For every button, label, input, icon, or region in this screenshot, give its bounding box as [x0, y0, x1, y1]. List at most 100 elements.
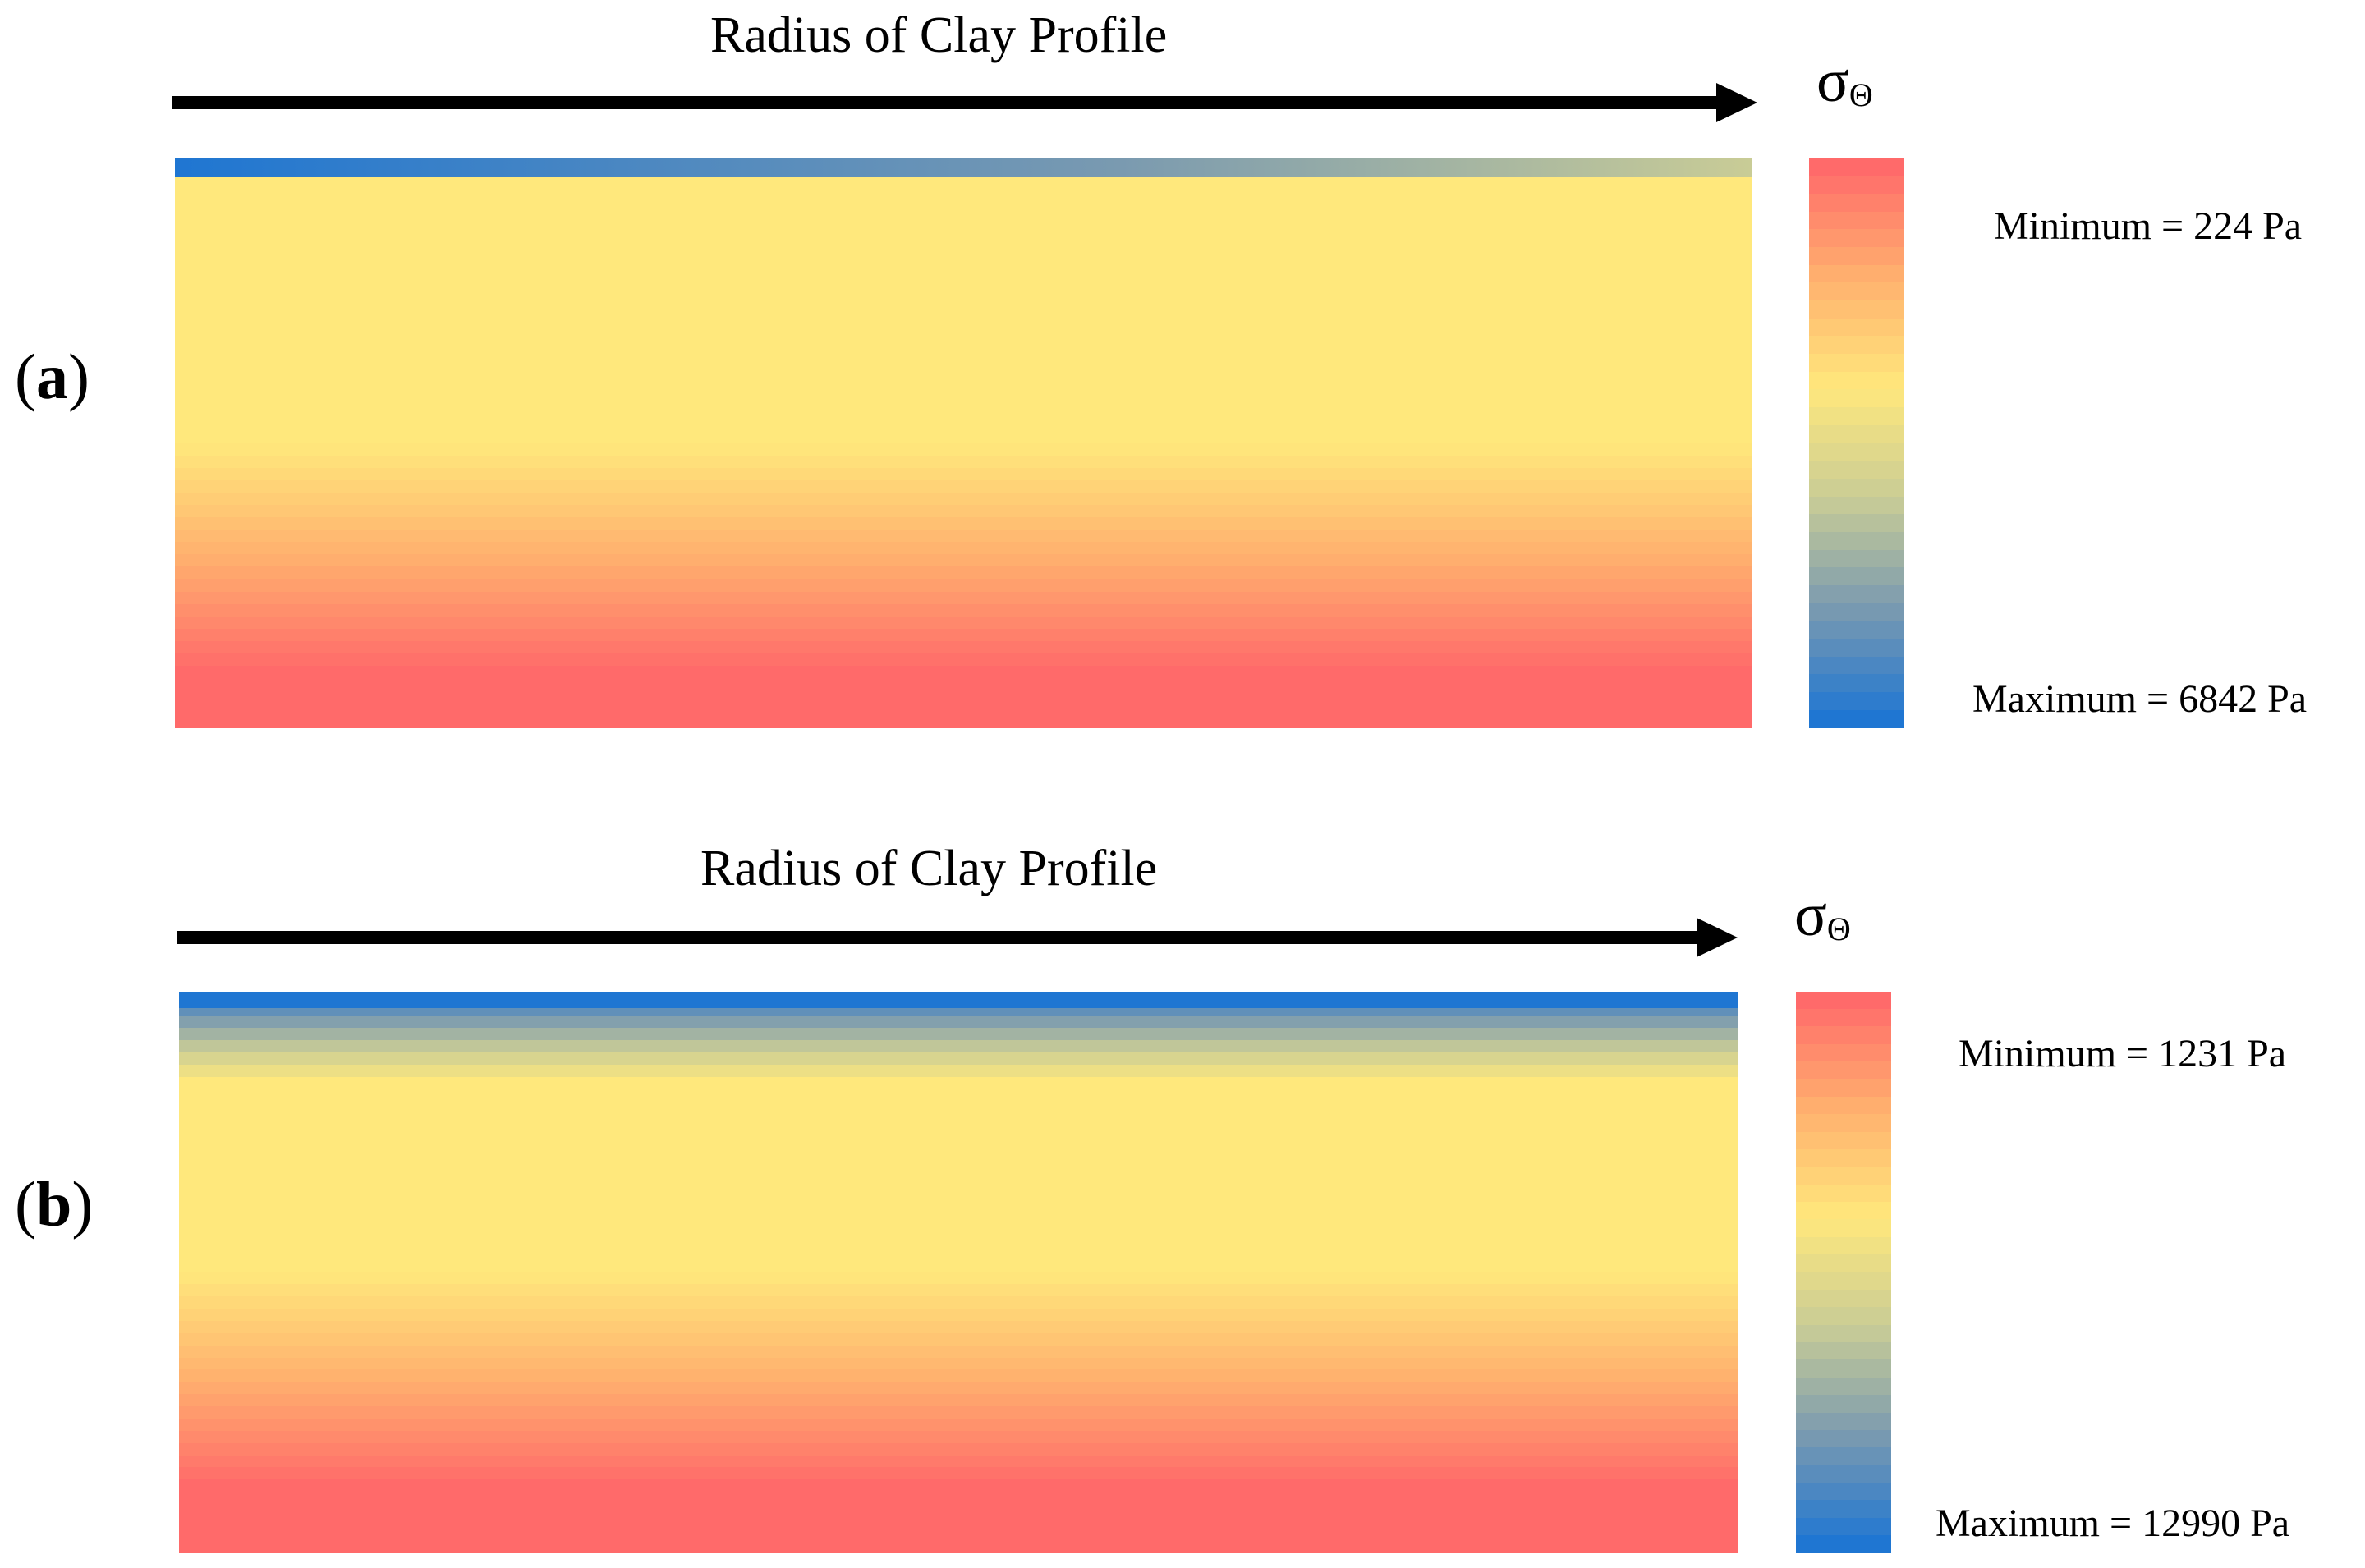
profile-band — [175, 245, 1752, 259]
profile-band — [179, 1369, 1738, 1382]
colorbar-step — [1796, 1447, 1891, 1466]
colorbar-step — [1796, 992, 1891, 1011]
profile-band — [179, 1016, 1738, 1029]
colorbar-step — [1809, 710, 1904, 728]
profile-band — [175, 307, 1752, 321]
panel-b: (b) Radius of Clay Profile σΘ Minimum = … — [0, 829, 2365, 1568]
profile-band — [179, 1199, 1738, 1212]
profile-band — [179, 1223, 1738, 1236]
colorbar-step — [1809, 585, 1904, 604]
profile-band — [179, 1052, 1738, 1066]
profile-band — [175, 220, 1752, 234]
colorbar-step — [1796, 1167, 1891, 1185]
colorbar-step — [1809, 621, 1904, 640]
profile-band — [175, 629, 1752, 643]
profile-band — [179, 1248, 1738, 1261]
profile-band — [179, 1138, 1738, 1151]
profile-band — [179, 1260, 1738, 1273]
profile-band — [179, 1443, 1738, 1456]
profile-band — [179, 1296, 1738, 1309]
profile-band — [179, 1431, 1738, 1444]
maximum-label: Maximum = 12990 Pa — [1936, 1502, 2290, 1545]
profile-band — [175, 418, 1752, 432]
profile-band — [175, 356, 1752, 370]
colorbar-step — [1809, 247, 1904, 266]
colorbar-step — [1796, 1202, 1891, 1221]
colorbar-step — [1809, 158, 1904, 177]
profile-band — [179, 1040, 1738, 1053]
profile-band — [179, 1113, 1738, 1126]
profile-band — [175, 282, 1752, 296]
profile-band — [175, 493, 1752, 507]
profile-band — [175, 542, 1752, 556]
colorbar-step — [1796, 1097, 1891, 1116]
axis-title: Radius of Clay Profile — [710, 7, 1168, 63]
colorbar-step — [1809, 265, 1904, 284]
profile-band — [175, 666, 1752, 680]
colorbar-step — [1809, 550, 1904, 569]
colorbar-step — [1796, 1359, 1891, 1378]
colorbar-step — [1796, 1009, 1891, 1028]
profile-band — [175, 703, 1752, 717]
colorbar-step — [1796, 1500, 1891, 1519]
profile-band — [175, 480, 1752, 494]
profile-band — [175, 604, 1752, 618]
colorbar-step — [1809, 176, 1904, 195]
colorbar-step — [1796, 1132, 1891, 1151]
profile-band — [175, 269, 1752, 283]
colorbar-step — [1809, 319, 1904, 337]
profile-band — [175, 641, 1752, 655]
profile-band — [179, 1175, 1738, 1188]
profile-band — [175, 678, 1752, 692]
colorbar-step — [1796, 1518, 1891, 1537]
colorbar — [1796, 992, 1891, 1553]
colorbar-step — [1809, 372, 1904, 391]
profile-inner-boundary — [175, 158, 1752, 177]
colorbar-step — [1809, 639, 1904, 658]
colorbar-step — [1809, 282, 1904, 301]
colorbar-step — [1796, 1149, 1891, 1168]
stress-profile-map — [179, 992, 1738, 1553]
colorbar-step — [1809, 514, 1904, 533]
colorbar-step — [1796, 1272, 1891, 1291]
profile-band — [179, 1089, 1738, 1102]
colorbar-step — [1809, 300, 1904, 319]
profile-band — [179, 1126, 1738, 1139]
profile-band — [175, 208, 1752, 222]
colorbar-step — [1796, 1185, 1891, 1204]
minimum-label: Minimum = 1231 Pa — [1959, 1032, 2287, 1075]
profile-band — [175, 517, 1752, 531]
profile-band — [179, 1186, 1738, 1199]
profile-band — [175, 332, 1752, 346]
colorbar-step — [1796, 1483, 1891, 1502]
colorbar-step — [1809, 354, 1904, 373]
panel-label-b: (b) — [15, 1168, 94, 1240]
profile-band — [179, 1529, 1738, 1542]
colorbar-step — [1809, 479, 1904, 497]
profile-band — [175, 592, 1752, 606]
profile-band — [179, 1028, 1738, 1041]
profile-band — [179, 1321, 1738, 1334]
colorbar-step — [1796, 1378, 1891, 1396]
radius-arrow — [172, 78, 1757, 127]
colorbar-step — [1809, 603, 1904, 622]
profile-band — [175, 183, 1752, 197]
colorbar-step — [1796, 1061, 1891, 1080]
colorbar-step — [1809, 532, 1904, 551]
profile-band — [175, 468, 1752, 482]
colorbar-step — [1809, 229, 1904, 248]
colorbar-step — [1796, 1114, 1891, 1133]
colorbar — [1809, 158, 1904, 728]
colorbar-step — [1809, 692, 1904, 711]
colorbar-step — [1796, 1219, 1891, 1238]
profile-band — [179, 1101, 1738, 1114]
profile-band — [179, 1492, 1738, 1505]
profile-band — [175, 195, 1752, 209]
profile-band — [179, 1309, 1738, 1322]
colorbar-step — [1796, 1395, 1891, 1414]
sigma-theta-symbol: σΘ — [1794, 882, 1851, 949]
colorbar-step — [1796, 1044, 1891, 1063]
profile-band — [175, 505, 1752, 519]
profile-band — [179, 1236, 1738, 1249]
profile-band — [175, 443, 1752, 457]
